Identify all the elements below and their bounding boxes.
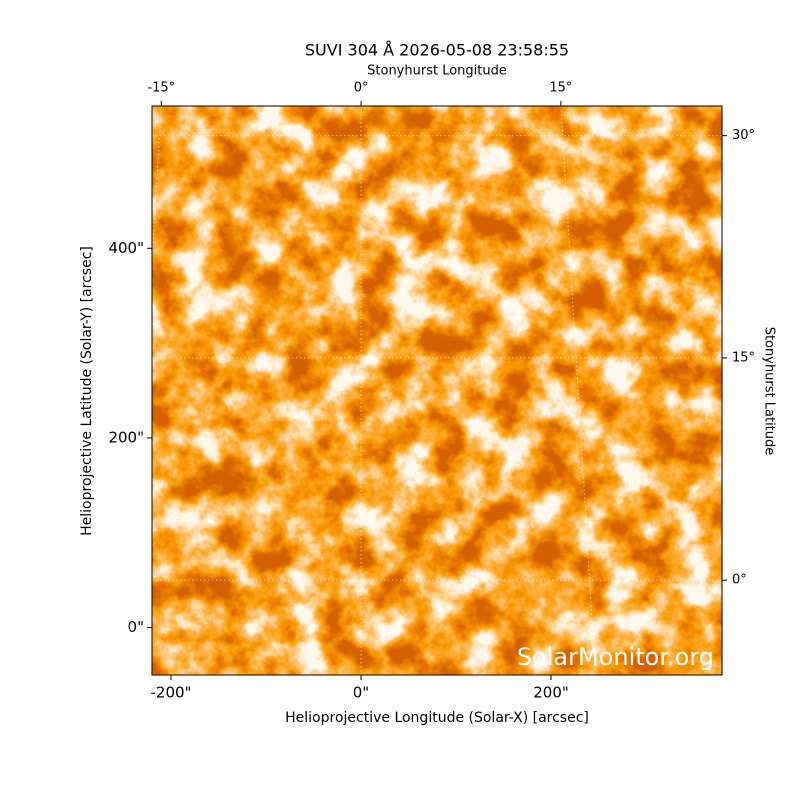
x-tick-label: -200" [151, 684, 192, 702]
watermark: SolarMonitor.org [517, 643, 714, 671]
x-tick-label: 200" [533, 684, 569, 702]
plot-frame [151, 105, 723, 676]
y-tick-label: 200" [108, 428, 144, 446]
y-tick-label: 400" [108, 239, 144, 257]
x-tick-label: 0" [353, 684, 369, 702]
x2-tick-label: -15° [147, 81, 175, 96]
chart-title: SUVI 304 Å 2026-05-08 23:58:55 [305, 41, 569, 60]
x-axis-label: Helioprojective Longitude (Solar-X) [arc… [285, 710, 589, 726]
x2-tick-label: 0° [354, 81, 369, 96]
x2-axis-label: Stonyhurst Longitude [367, 64, 507, 79]
y2-tick-label: 0° [732, 573, 747, 588]
y-tick-label: 0" [128, 618, 144, 636]
y-axis-label: Helioprojective Latitude (Solar-Y) [arcs… [79, 246, 95, 536]
grid-line [126, 105, 162, 676]
solar-image [152, 106, 722, 675]
grid-line [560, 105, 596, 676]
x2-tick-label: 15° [549, 81, 572, 96]
y2-tick-label: 30° [732, 128, 755, 143]
y2-tick-label: 15° [732, 350, 755, 365]
y2-axis-label: Stonyhurst Latitude [762, 327, 777, 456]
